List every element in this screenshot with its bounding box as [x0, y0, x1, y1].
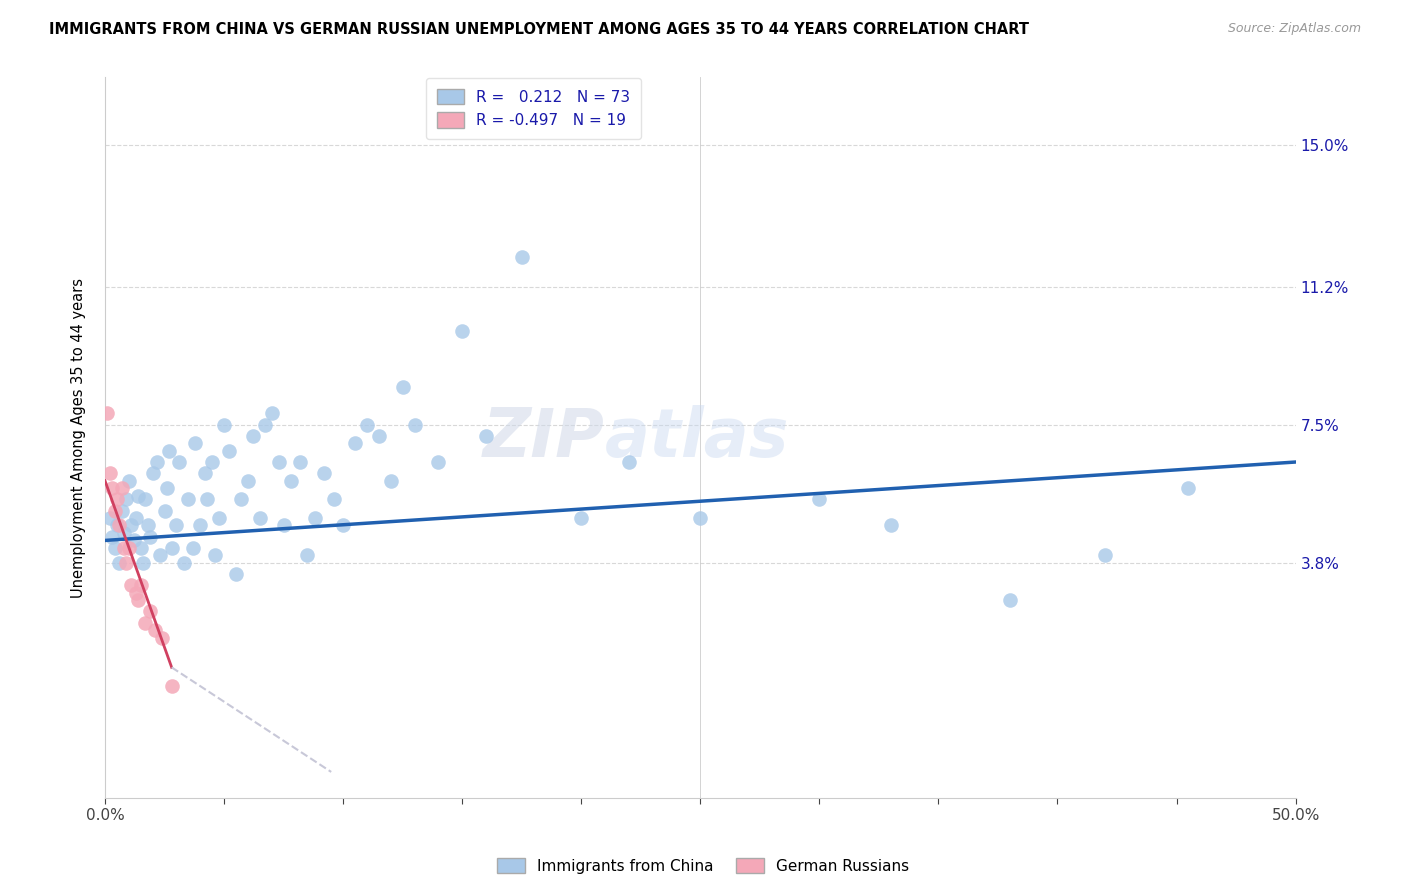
Point	[108, 518, 131, 533]
Point	[177, 492, 200, 507]
Point	[122, 533, 145, 548]
Point	[1094, 549, 1116, 563]
Point	[150, 631, 173, 645]
Point	[808, 492, 831, 507]
Point	[229, 492, 252, 507]
Point	[98, 511, 121, 525]
Point	[112, 541, 135, 555]
Point	[142, 467, 165, 481]
Point	[98, 467, 121, 481]
Point	[115, 492, 138, 507]
Point	[167, 455, 190, 469]
Point	[149, 549, 172, 563]
Point	[297, 549, 319, 563]
Point	[127, 593, 149, 607]
Point	[105, 518, 128, 533]
Point	[391, 380, 413, 394]
Point	[139, 604, 162, 618]
Point	[312, 467, 335, 481]
Point	[380, 474, 402, 488]
Point	[103, 503, 125, 517]
Point	[156, 481, 179, 495]
Point	[120, 518, 142, 533]
Point	[1177, 481, 1199, 495]
Point	[143, 623, 166, 637]
Point	[96, 407, 118, 421]
Point	[118, 541, 141, 555]
Point	[451, 324, 474, 338]
Point	[617, 455, 640, 469]
Point	[139, 530, 162, 544]
Point	[267, 455, 290, 469]
Point	[194, 467, 217, 481]
Point	[332, 518, 354, 533]
Point	[181, 541, 204, 555]
Point	[127, 489, 149, 503]
Text: Source: ZipAtlas.com: Source: ZipAtlas.com	[1227, 22, 1361, 36]
Point	[173, 556, 195, 570]
Point	[115, 556, 138, 570]
Point	[108, 556, 131, 570]
Y-axis label: Unemployment Among Ages 35 to 44 years: Unemployment Among Ages 35 to 44 years	[72, 277, 86, 598]
Point	[343, 436, 366, 450]
Point	[280, 474, 302, 488]
Point	[208, 511, 231, 525]
Point	[125, 585, 148, 599]
Point	[880, 518, 903, 533]
Point	[475, 429, 498, 443]
Point	[103, 541, 125, 555]
Point	[356, 417, 378, 432]
Point	[322, 492, 344, 507]
Point	[290, 455, 312, 469]
Point	[569, 511, 592, 525]
Point	[184, 436, 207, 450]
Point	[111, 481, 134, 495]
Text: atlas: atlas	[605, 405, 789, 471]
Legend: Immigrants from China, German Russians: Immigrants from China, German Russians	[491, 852, 915, 880]
Point	[157, 443, 180, 458]
Point	[112, 525, 135, 540]
Point	[273, 518, 295, 533]
Point	[404, 417, 426, 432]
Point	[510, 250, 533, 264]
Point	[120, 578, 142, 592]
Point	[134, 615, 156, 630]
Point	[998, 593, 1021, 607]
Point	[195, 492, 218, 507]
Point	[136, 518, 159, 533]
Point	[111, 503, 134, 517]
Point	[242, 429, 264, 443]
Point	[129, 578, 152, 592]
Point	[125, 511, 148, 525]
Legend: R =   0.212   N = 73, R = -0.497   N = 19: R = 0.212 N = 73, R = -0.497 N = 19	[426, 78, 641, 139]
Point	[118, 474, 141, 488]
Text: ZIP: ZIP	[484, 405, 605, 471]
Point	[304, 511, 326, 525]
Point	[146, 455, 169, 469]
Point	[427, 455, 450, 469]
Point	[212, 417, 235, 432]
Point	[218, 443, 240, 458]
Text: IMMIGRANTS FROM CHINA VS GERMAN RUSSIAN UNEMPLOYMENT AMONG AGES 35 TO 44 YEARS C: IMMIGRANTS FROM CHINA VS GERMAN RUSSIAN …	[49, 22, 1029, 37]
Point	[160, 679, 183, 693]
Point	[253, 417, 276, 432]
Point	[249, 511, 271, 525]
Point	[260, 407, 283, 421]
Point	[134, 492, 156, 507]
Point	[201, 455, 224, 469]
Point	[367, 429, 389, 443]
Point	[165, 518, 187, 533]
Point	[236, 474, 259, 488]
Point	[160, 541, 183, 555]
Point	[101, 530, 124, 544]
Point	[105, 492, 128, 507]
Point	[129, 541, 152, 555]
Point	[204, 549, 226, 563]
Point	[188, 518, 211, 533]
Point	[225, 567, 247, 582]
Point	[153, 503, 176, 517]
Point	[101, 481, 124, 495]
Point	[689, 511, 711, 525]
Point	[132, 556, 155, 570]
